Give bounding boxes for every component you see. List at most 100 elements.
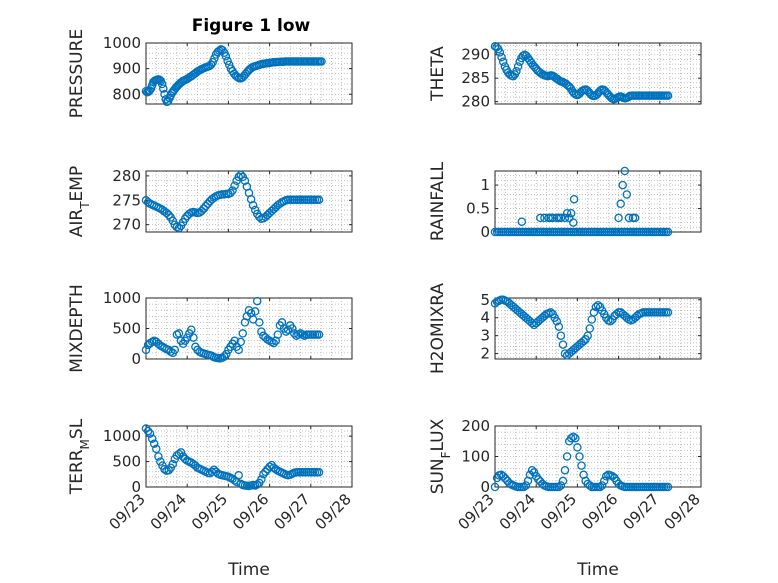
- axes-box: [145, 170, 353, 233]
- data-point: [589, 308, 599, 317]
- data-point: [180, 454, 190, 464]
- data-point: [498, 57, 508, 67]
- data-point: [554, 322, 564, 331]
- subplot-3: 270 275 280 AIRTEMP: [67, 166, 353, 237]
- data-point: [317, 57, 326, 66]
- data-point: [230, 181, 239, 190]
- data-point: [614, 213, 623, 223]
- y-axis-label: SUNFLUX: [428, 418, 453, 494]
- y-tick-label: 1000: [103, 427, 141, 445]
- data-point: [525, 470, 535, 480]
- y-tick-label: 2: [480, 345, 490, 363]
- x-tick-label: 09/24: [147, 490, 190, 533]
- data-point: [283, 325, 293, 334]
- data-point: [571, 433, 580, 443]
- data-point: [595, 482, 605, 492]
- data-point: [257, 327, 266, 336]
- data-point: [250, 307, 260, 316]
- data-point: [220, 352, 229, 361]
- data-point: [512, 66, 521, 76]
- y-tick-label: 270: [112, 216, 141, 234]
- y-axis-label: TERRMSL: [67, 418, 92, 495]
- data-point: [622, 190, 632, 199]
- data-point: [562, 208, 572, 218]
- data-point: [562, 452, 572, 461]
- data-point: [252, 480, 262, 489]
- data-point: [259, 470, 268, 479]
- data-point: [210, 54, 219, 63]
- data-point: [234, 172, 243, 182]
- subplot-1: 800 900 1000 PRESSURE: [67, 29, 353, 118]
- y-tick-label: 275: [112, 191, 141, 209]
- y-tick-label: 280: [461, 93, 490, 111]
- data-point: [663, 227, 673, 237]
- data-point: [540, 213, 549, 223]
- data-point: [566, 208, 576, 218]
- y-axis-label: H2OMIXRA: [428, 283, 448, 374]
- data-point: [189, 333, 198, 342]
- axes-box: [145, 42, 353, 105]
- data-point: [164, 210, 173, 220]
- data-point: [185, 209, 194, 219]
- data-point: [513, 62, 523, 71]
- data-point: [536, 213, 545, 223]
- data-point: [234, 345, 243, 355]
- data-point: [236, 170, 246, 180]
- x-tick-label: 09/24: [496, 490, 539, 533]
- data-point: [490, 482, 500, 492]
- data-point: [548, 213, 557, 223]
- data-point: [556, 481, 566, 490]
- data-point: [221, 52, 231, 61]
- data-point: [182, 333, 192, 342]
- axes-box: [494, 42, 702, 105]
- data-point: [612, 309, 621, 319]
- data-point: [314, 195, 324, 205]
- data-point: [569, 218, 578, 227]
- data-point: [495, 48, 505, 57]
- data-point: [255, 318, 264, 327]
- subplot-5: 0 500 1000 MIXDEPTH: [67, 284, 353, 373]
- data-markers: [490, 42, 673, 104]
- data-point: [168, 459, 178, 469]
- y-axis-label: THETA: [428, 46, 448, 102]
- data-point: [601, 472, 611, 481]
- data-point: [290, 329, 299, 338]
- y-tick-label: 1: [480, 176, 490, 194]
- data-markers: [141, 170, 324, 233]
- data-markers: [490, 432, 673, 492]
- data-point: [519, 482, 529, 492]
- data-point: [591, 302, 601, 312]
- data-point: [573, 443, 582, 452]
- y-tick-label: 0: [480, 223, 490, 241]
- data-point: [552, 317, 562, 326]
- data-point: [228, 186, 237, 195]
- data-markers: [490, 295, 673, 360]
- data-point: [176, 448, 186, 457]
- data-point: [569, 194, 579, 204]
- data-point: [579, 336, 588, 346]
- data-point: [174, 223, 184, 233]
- data-point: [593, 300, 603, 310]
- data-point: [597, 481, 607, 490]
- data-point: [575, 452, 584, 461]
- data-markers: [141, 296, 324, 363]
- data-point: [230, 476, 239, 485]
- data-point: [197, 206, 206, 216]
- data-point: [616, 199, 625, 209]
- data-point: [246, 195, 256, 204]
- data-point: [159, 84, 168, 93]
- y-tick-label: 500: [112, 320, 141, 338]
- data-point: [577, 461, 586, 470]
- data-point: [618, 180, 627, 190]
- data-point: [540, 311, 549, 321]
- y-tick-label: 3: [480, 327, 490, 345]
- data-point: [314, 468, 324, 477]
- data-markers: [141, 424, 324, 491]
- x-tick-label: 09/26: [578, 490, 621, 533]
- y-tick-label: 800: [112, 85, 141, 103]
- data-point: [252, 296, 262, 306]
- data-point: [143, 426, 153, 436]
- data-point: [226, 188, 235, 198]
- y-tick-label: 1000: [103, 34, 141, 52]
